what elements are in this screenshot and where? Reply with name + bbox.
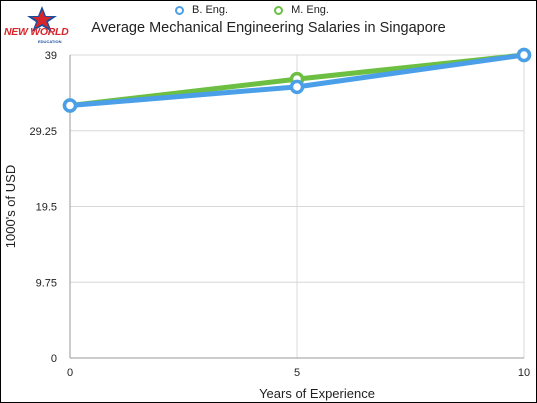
logo: NEW WORLD EDUCATION [4, 4, 76, 46]
logo-star-icon [27, 6, 57, 32]
x-tick-label: 10 [518, 367, 530, 379]
y-tick-label: 0 [51, 353, 57, 365]
y-tick-label: 9.75 [36, 277, 57, 289]
y-tick-label: 19.5 [36, 202, 57, 214]
data-point [516, 47, 532, 63]
legend-marker-b-eng [175, 5, 184, 15]
data-point [289, 79, 305, 95]
legend-item-m-eng: M. Eng. [274, 4, 329, 16]
legend-item-b-eng: B. Eng. [175, 4, 228, 16]
y-tick-label: 29.25 [29, 126, 57, 138]
logo-text: NEW WORLD [4, 26, 69, 38]
data-point [62, 98, 78, 113]
x-tick-label: 5 [294, 367, 300, 379]
legend-marker-m-eng [274, 5, 284, 15]
y-axis-label: 1000's of USD [3, 165, 18, 248]
x-tick-label: 0 [67, 367, 73, 379]
chart-legend: B. Eng. M. Eng. [175, 4, 329, 16]
y-tick-label: 39 [45, 50, 57, 62]
x-axis-label: Years of Experience [259, 386, 375, 401]
legend-label-b-eng: B. Eng. [192, 4, 229, 16]
legend-label-m-eng: M. Eng. [291, 4, 329, 16]
logo-subtext: EDUCATION [38, 39, 62, 44]
chart-title: Average Mechanical Engineering Salaries … [91, 20, 446, 36]
